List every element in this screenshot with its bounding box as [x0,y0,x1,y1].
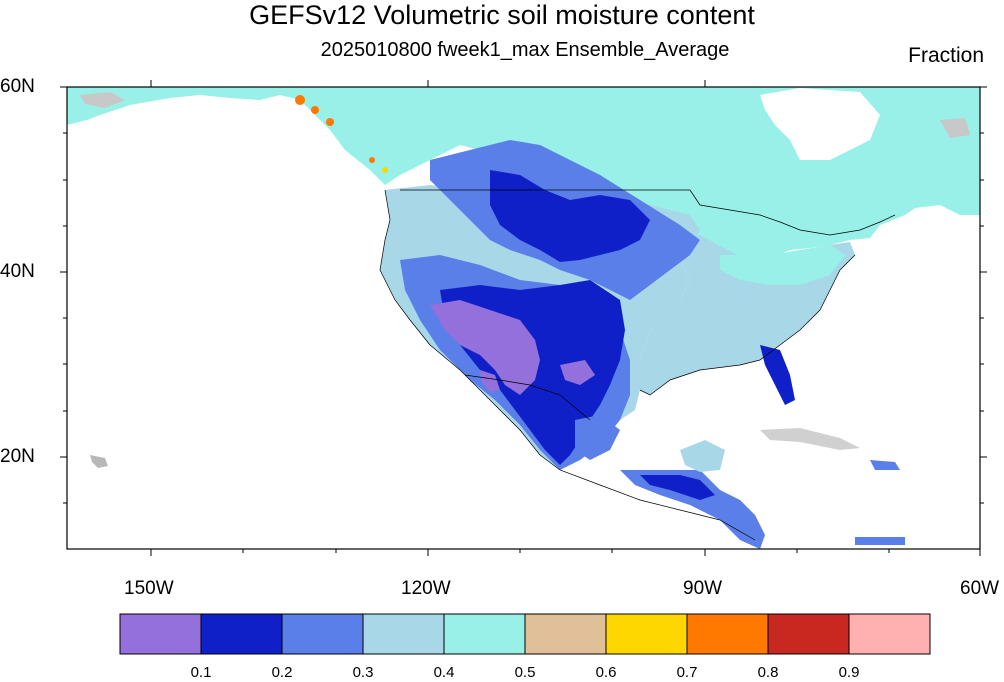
texas-purple [560,360,595,385]
cuba [760,428,860,450]
political-boundaries [379,189,896,541]
yucatan [680,440,725,472]
colorbar-tick-label: 0.5 [514,664,536,681]
southwest-purple [430,300,540,395]
colorbar-swatch [119,613,202,655]
colorbar-tick-label: 0.6 [595,664,617,681]
map-subtitle: 2025010800 fweek1_max Ensemble_Average [320,39,730,61]
lon-label-90w: 90W [683,578,723,599]
colorbar-swatch [686,613,769,655]
map-content [67,87,980,549]
central-america [620,470,765,549]
florida-blue [760,345,795,405]
nodata-alaska [80,92,125,108]
midwest-cyan [720,245,845,285]
colorbar-swatch [767,613,850,655]
units-label: Fraction [908,44,984,67]
high-moisture-spot-4 [369,157,375,163]
caribbean-south [855,537,905,545]
colorbar-swatch [605,613,688,655]
colorbar-tick-label: 0.4 [433,664,455,681]
colorbar-swatch [362,613,445,655]
lon-label-60w: 60W [960,578,1000,599]
map-title: GEFSv12 Volumetric soil moisture content [249,0,755,30]
colorbar-tick-label: 0.8 [757,664,779,681]
colorbar-swatch [524,613,607,655]
lat-label-40n: 40N [0,261,35,282]
colorbar-swatch [200,613,283,655]
high-moisture-spot-1 [295,95,305,105]
central-america-dark [640,475,715,500]
high-moisture-spot-2 [311,106,319,114]
lat-label-60n: 60N [0,76,35,97]
colorbar-swatch [848,613,931,655]
lat-label-20n: 20N [0,446,35,467]
high-moisture-spot-5 [382,167,388,173]
colorbar-swatch [443,613,526,655]
colorbar-swatch [281,613,364,655]
nodata-baffin [940,118,970,138]
central-mexico-medium [575,415,620,460]
hudson-bay [760,88,880,160]
colorbar-tick-label: 0.1 [190,664,212,681]
colorbar [119,613,931,655]
lon-label-120w: 120W [401,578,451,599]
colorbar-tick-label: 0.7 [676,664,698,681]
hawaii [90,455,108,468]
colorbar-tick-label: 0.9 [838,664,860,681]
lon-label-150w: 150W [124,578,174,599]
high-moisture-spot-3 [326,118,334,126]
gulf-of-alaska [67,102,770,549]
region-north-cyan [67,87,980,262]
colorbar-tick-label: 0.2 [271,664,293,681]
axis-ticks [60,80,987,556]
rockies-darkblue [490,170,650,262]
hispaniola [870,460,900,470]
colorbar-tick-label: 0.3 [352,664,374,681]
baja-purple [480,370,500,392]
